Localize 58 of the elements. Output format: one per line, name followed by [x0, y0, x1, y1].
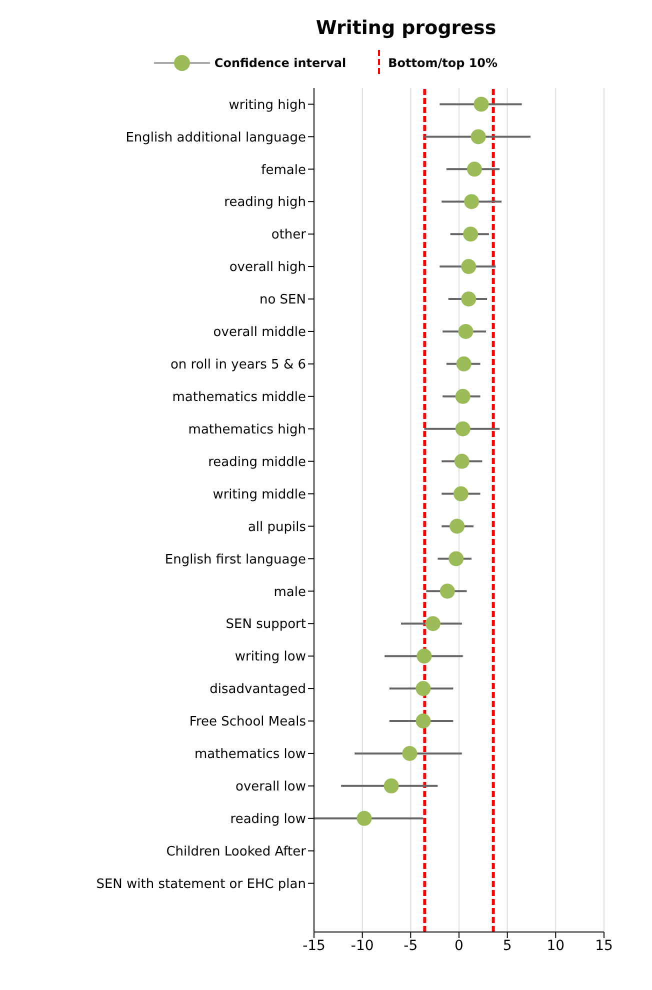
- y-tick-label: mathematics middle: [172, 390, 306, 405]
- y-tick-label: writing low: [234, 650, 306, 665]
- point: [356, 810, 372, 826]
- point: [454, 454, 470, 469]
- y-tick-label: mathematics high: [188, 422, 306, 438]
- y-tick-label: writing high: [228, 98, 306, 113]
- y-tick-label: Free School Meals: [189, 714, 306, 730]
- point: [470, 129, 486, 144]
- x-tick-label: 15: [595, 938, 613, 954]
- point: [440, 584, 455, 599]
- y-tick-label: SEN with statement or EHC plan: [96, 876, 306, 892]
- y-tick-label: mathematics low: [194, 747, 306, 762]
- point: [455, 388, 470, 404]
- point: [466, 162, 482, 177]
- legend-label: Confidence interval: [214, 56, 346, 70]
- y-tick-label: SEN support: [226, 617, 306, 632]
- x-tick-label: -10: [350, 938, 374, 954]
- point: [474, 96, 489, 112]
- y-tick-label: reading middle: [208, 454, 306, 470]
- y-tick-label: other: [271, 228, 307, 243]
- x-tick-label: -5: [404, 938, 418, 954]
- y-tick-label: female: [261, 162, 306, 178]
- y-tick-label: overall low: [235, 780, 306, 795]
- y-tick-label: English first language: [164, 552, 306, 568]
- point: [416, 681, 431, 696]
- x-tick-label: 10: [546, 938, 565, 954]
- legend-label: Bottom/top 10%: [388, 56, 498, 70]
- x-tick-label: 5: [502, 938, 512, 954]
- x-tick-label: -15: [302, 938, 326, 954]
- y-tick-label: all pupils: [248, 520, 306, 535]
- point: [450, 518, 465, 534]
- point: [384, 778, 399, 794]
- y-tick-label: Children Looked After: [166, 844, 307, 860]
- point: [402, 746, 418, 761]
- y-tick-label: reading low: [230, 812, 306, 827]
- y-tick-label: reading high: [224, 195, 306, 210]
- point: [448, 551, 464, 566]
- y-tick-label: overall high: [229, 260, 306, 276]
- y-tick-label: overall middle: [213, 325, 306, 340]
- y-tick-label: male: [274, 584, 306, 600]
- point: [463, 226, 478, 242]
- point: [416, 648, 432, 664]
- y-tick-label: disadvantaged: [210, 682, 306, 698]
- point: [455, 421, 470, 436]
- point: [453, 486, 468, 502]
- point: [458, 324, 474, 339]
- point: [425, 616, 440, 632]
- x-tick-label: 0: [454, 938, 464, 954]
- y-tick-label: on roll in years 5 & 6: [170, 358, 306, 373]
- y-tick-label: no SEN: [259, 292, 306, 308]
- point: [416, 714, 431, 728]
- y-tick-label: English additional language: [126, 130, 306, 146]
- point: [461, 259, 476, 274]
- point: [464, 194, 480, 210]
- point: [456, 356, 472, 372]
- point: [461, 292, 476, 306]
- y-tick-label: writing middle: [212, 487, 306, 502]
- chart-title: Writing progress: [314, 16, 498, 41]
